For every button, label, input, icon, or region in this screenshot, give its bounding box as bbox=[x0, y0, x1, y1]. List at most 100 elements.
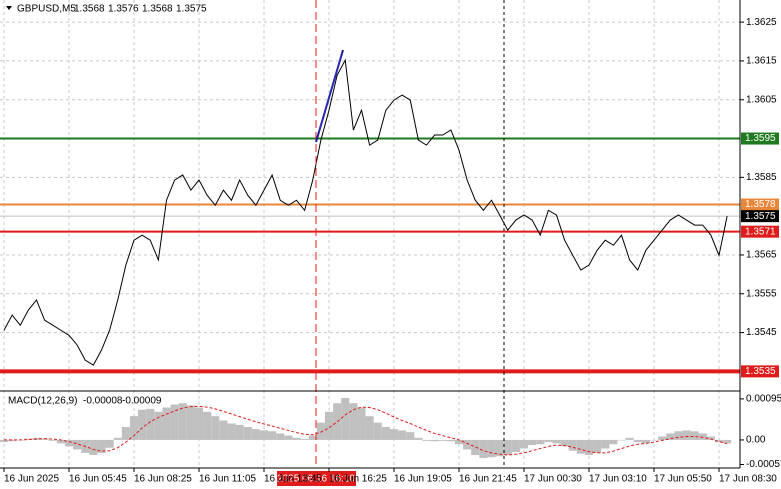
macd-value: -0.00008 bbox=[83, 396, 123, 407]
y-tick-label: 1.3625 bbox=[746, 17, 777, 28]
macd-bar bbox=[511, 439, 520, 453]
macd-bar bbox=[601, 439, 610, 449]
level-box bbox=[741, 365, 779, 378]
macd-bar bbox=[674, 431, 683, 440]
plot bbox=[0, 58, 740, 459]
x-tick-label: 16 Jun 2025 bbox=[4, 474, 59, 485]
macd-bar bbox=[194, 407, 204, 440]
macd-tick-label: -0.00057 bbox=[746, 459, 781, 470]
x-tick-label: 17 Jun 05:50 bbox=[654, 474, 712, 485]
macd-bar bbox=[89, 439, 98, 456]
y-tick-label: 1.3545 bbox=[746, 327, 777, 338]
macd-bar bbox=[146, 408, 155, 440]
macd-bar bbox=[284, 435, 293, 440]
macd-bar bbox=[698, 433, 707, 440]
menu-arrow bbox=[6, 6, 12, 10]
macd-bar bbox=[243, 426, 252, 440]
macd-bar bbox=[259, 430, 269, 440]
macd-signal-value: -0.00009 bbox=[122, 396, 162, 407]
macd-bar bbox=[471, 439, 480, 456]
macd-bar bbox=[186, 405, 195, 440]
macd-bar bbox=[138, 409, 147, 440]
y-tick-label: 1.3585 bbox=[746, 172, 777, 183]
macd-bar bbox=[129, 416, 139, 440]
macd-bar bbox=[341, 398, 350, 440]
macd-bar bbox=[97, 439, 106, 453]
x-tick-label: 16 Jun 05:45 bbox=[69, 474, 127, 485]
macd-bar bbox=[454, 439, 464, 445]
current-price-box bbox=[741, 210, 779, 223]
x-tick-label: 16 Jun 13:45 bbox=[264, 474, 322, 485]
macd-name: MACD(12,26,9) bbox=[8, 396, 77, 407]
macd-bar bbox=[503, 439, 512, 456]
event-box bbox=[277, 471, 356, 486]
macd-bar bbox=[324, 411, 334, 440]
x-tick-label: 17 Jun 03:10 bbox=[589, 474, 647, 485]
ohlc-value: 1.3575 bbox=[176, 4, 207, 15]
macd-bar bbox=[300, 439, 309, 440]
macd-bar bbox=[560, 439, 569, 447]
macd-bar bbox=[276, 433, 285, 440]
macd-bar bbox=[211, 416, 220, 440]
symbol: GBPUSD,M5 bbox=[17, 4, 76, 15]
grid bbox=[0, 0, 740, 468]
overlay: 2025.06.16 16:10 bbox=[277, 471, 356, 486]
macd-bar bbox=[316, 422, 325, 440]
ohlc-value: 1.3568 bbox=[142, 4, 173, 15]
macd-bar bbox=[479, 439, 488, 459]
level-label: 1.3595 bbox=[745, 133, 776, 144]
y-tick-label: 1.3565 bbox=[746, 250, 777, 261]
macd-bar bbox=[235, 424, 244, 440]
macd-bar bbox=[609, 439, 618, 445]
macd-bar bbox=[113, 437, 122, 440]
macd-bar bbox=[381, 426, 390, 440]
macd-bar bbox=[552, 439, 561, 444]
macd-bar bbox=[536, 439, 545, 445]
macd-bar bbox=[706, 436, 715, 440]
macd-bar bbox=[162, 407, 171, 440]
macd-bar bbox=[519, 439, 529, 449]
macd-bar bbox=[641, 439, 650, 444]
macd-bar bbox=[649, 439, 659, 441]
macd-bar bbox=[723, 439, 732, 444]
trendline bbox=[318, 55, 342, 133]
macd-bar bbox=[8, 439, 17, 442]
macd-bar bbox=[576, 439, 585, 454]
macd-bar bbox=[593, 439, 602, 453]
macd-bar bbox=[544, 439, 553, 443]
macd-bar bbox=[154, 411, 163, 440]
macd-bar bbox=[24, 438, 33, 440]
macd-bar bbox=[438, 439, 447, 441]
macd-bar bbox=[365, 416, 374, 440]
macd-bar bbox=[682, 430, 691, 440]
macd-bar bbox=[333, 403, 342, 440]
x-tick-label: 17 Jun 08:30 bbox=[719, 474, 777, 485]
macd-bar bbox=[373, 422, 382, 440]
macd-bar bbox=[105, 439, 114, 448]
level-box bbox=[741, 198, 779, 211]
macd-bar bbox=[349, 403, 358, 440]
price-line bbox=[3, 58, 728, 366]
level-label: 1.3578 bbox=[745, 199, 776, 210]
level-box bbox=[741, 132, 779, 145]
macd-bar bbox=[389, 429, 399, 440]
macd-bar bbox=[357, 407, 366, 440]
macd-bar bbox=[658, 436, 667, 440]
macd-bar bbox=[714, 439, 724, 443]
macd-bar bbox=[666, 433, 675, 440]
macd-bar bbox=[398, 430, 407, 440]
x-tick-label: 16 Jun 11:05 bbox=[199, 474, 257, 485]
macd-bar bbox=[121, 426, 130, 440]
macd-bar bbox=[617, 439, 626, 441]
macd-bar bbox=[268, 431, 277, 440]
macd-bar bbox=[406, 432, 415, 440]
macd-tick-label: 0.00 bbox=[746, 435, 766, 446]
macd-bar bbox=[446, 439, 455, 442]
macd-bar bbox=[48, 439, 57, 441]
macd-bar bbox=[430, 439, 439, 442]
macd-bar bbox=[170, 404, 179, 440]
x-tick-label: 17 Jun 00:30 bbox=[524, 474, 582, 485]
macd-bar bbox=[487, 439, 496, 458]
